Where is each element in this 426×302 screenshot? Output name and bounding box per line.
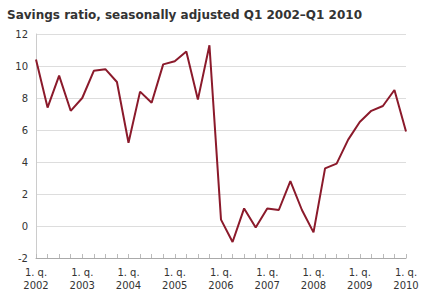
svg-text:2002: 2002: [23, 280, 48, 291]
svg-text:1. q.: 1. q.: [302, 267, 324, 278]
svg-text:2: 2: [22, 189, 28, 200]
svg-text:4: 4: [22, 157, 28, 168]
svg-text:2008: 2008: [301, 280, 326, 291]
svg-text:2007: 2007: [255, 280, 280, 291]
svg-text:1. q.: 1. q.: [395, 267, 417, 278]
svg-text:1. q.: 1. q.: [210, 267, 232, 278]
svg-text:2009: 2009: [347, 280, 372, 291]
svg-text:0: 0: [22, 221, 28, 232]
svg-text:-2: -2: [18, 253, 28, 264]
svg-text:8: 8: [22, 93, 28, 104]
svg-text:1. q.: 1. q.: [164, 267, 186, 278]
svg-text:2006: 2006: [208, 280, 233, 291]
svg-text:2003: 2003: [70, 280, 95, 291]
svg-text:12: 12: [15, 29, 28, 40]
svg-text:Savings ratio, seasonally adju: Savings ratio, seasonally adjusted Q1 20…: [7, 8, 362, 22]
svg-text:1. q.: 1. q.: [117, 267, 139, 278]
svg-text:6: 6: [22, 125, 28, 136]
svg-text:1. q.: 1. q.: [256, 267, 278, 278]
svg-text:2010: 2010: [393, 280, 418, 291]
svg-text:10: 10: [15, 61, 28, 72]
svg-text:2005: 2005: [162, 280, 187, 291]
svg-text:1. q.: 1. q.: [349, 267, 371, 278]
svg-text:1. q.: 1. q.: [25, 267, 47, 278]
svg-text:2004: 2004: [116, 280, 141, 291]
svg-text:1. q.: 1. q.: [71, 267, 93, 278]
